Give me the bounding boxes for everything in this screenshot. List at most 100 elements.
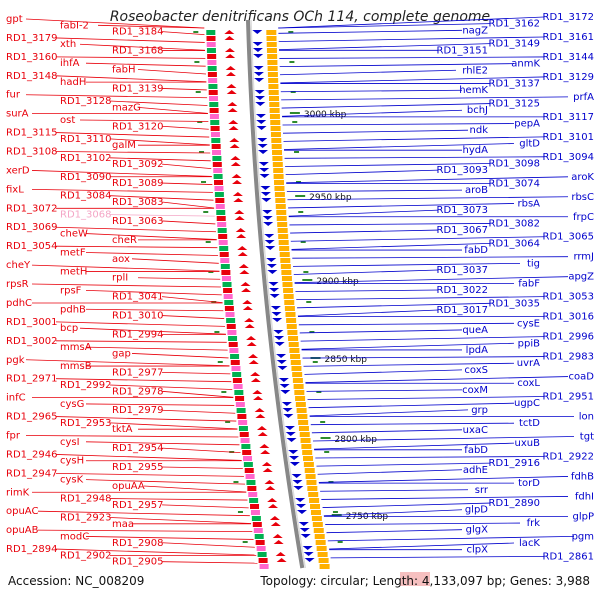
label-connector-left	[109, 138, 210, 146]
reverse-gene-arrow	[300, 534, 311, 538]
gene-label-right: RD1_3101	[543, 132, 594, 143]
forward-gene-arrow	[265, 486, 276, 490]
marker	[197, 121, 203, 123]
feature-block	[289, 348, 300, 353]
gene-label-left: RD1_3090	[60, 172, 111, 183]
forward-gene-arrow	[234, 210, 245, 214]
label-connector-right	[315, 456, 545, 459]
feature-block	[223, 288, 233, 293]
forward-gene-arrow	[234, 216, 245, 220]
label-connector-left	[79, 119, 209, 122]
gene-label-left: gap	[112, 348, 131, 359]
feature-block	[209, 114, 219, 119]
forward-gene-arrow	[248, 360, 259, 364]
gene-label-right: ugpC	[514, 398, 540, 409]
label-connector-right	[285, 169, 439, 176]
reverse-gene-arrow	[281, 402, 292, 406]
reverse-gene-arrow	[257, 138, 268, 142]
feature-block	[226, 318, 236, 323]
gene-label-right: RD1_3161	[543, 32, 594, 43]
feature-block	[269, 114, 280, 119]
scale-tick-label: 2850 kbp	[325, 355, 368, 365]
gene-label-left: fabH	[112, 64, 136, 75]
feature-block	[250, 510, 260, 515]
feature-block	[269, 108, 280, 113]
reverse-gene-arrow	[284, 426, 295, 430]
feature-block	[223, 294, 233, 299]
feature-block	[277, 222, 288, 227]
gene-label-right: RD1_2916	[489, 458, 540, 469]
gene-label-left: RD1_3184	[112, 27, 163, 38]
feature-block	[302, 450, 313, 455]
label-connector-left	[25, 435, 239, 438]
forward-gene-arrow	[275, 552, 286, 556]
label-connector-right	[297, 302, 491, 309]
gene-label-left: RD1_3089	[112, 178, 163, 189]
label-connector-right	[296, 296, 545, 301]
gene-label-left: RD1_2948	[60, 494, 111, 505]
gene-label-right: RD1_3093	[437, 165, 488, 176]
label-connector-right	[303, 362, 515, 367]
forward-gene-arrow	[272, 534, 283, 538]
feature-block	[285, 312, 296, 317]
label-connector-left	[109, 422, 238, 430]
feature-block	[278, 240, 289, 245]
label-connector-left	[131, 353, 229, 359]
gene-label-left: surA	[6, 109, 29, 120]
label-connector-left	[55, 132, 210, 138]
feature-block	[315, 540, 326, 545]
forward-gene-arrow	[237, 252, 248, 256]
forward-gene-arrow	[237, 246, 248, 250]
reverse-gene-arrow	[299, 528, 310, 532]
reverse-gene-arrow	[256, 126, 267, 130]
reverse-gene-arrow	[259, 168, 270, 172]
gene-label-right: lacK	[519, 538, 540, 549]
gene-label-right: aroB	[465, 185, 488, 196]
feature-block	[313, 528, 324, 533]
gene-label-right: apgZ	[568, 272, 594, 283]
label-connector-left	[85, 403, 235, 406]
label-connector-left	[137, 106, 208, 114]
gene-label-right: rrmJ	[573, 252, 594, 263]
gene-label-right: cysE	[517, 318, 540, 329]
feature-block	[284, 306, 295, 311]
gene-label-left: rimK	[6, 487, 30, 498]
gene-label-left: mmsA	[60, 342, 92, 353]
reverse-gene-arrow	[255, 102, 266, 106]
label-connector-right	[285, 163, 491, 167]
forward-gene-arrow	[248, 354, 259, 358]
label-connector-left	[55, 75, 207, 83]
feature-block	[279, 246, 290, 251]
label-connector-right	[286, 189, 463, 193]
label-connector-left	[55, 321, 226, 327]
feature-block	[214, 186, 224, 191]
label-connector-right	[307, 396, 545, 400]
gene-label-right: tig	[527, 258, 540, 269]
feature-block	[209, 102, 219, 107]
marker	[312, 361, 318, 363]
label-connector-left	[161, 447, 241, 454]
marker	[233, 481, 239, 483]
genome-backbone-highlight	[250, 19, 307, 569]
gene-label-right: fabD	[464, 245, 488, 256]
gene-label-right: RD1_3144	[543, 52, 594, 63]
feature-block	[207, 66, 217, 71]
marker	[214, 331, 220, 333]
feature-block	[295, 402, 306, 407]
feature-block	[268, 90, 279, 95]
label-connector-left	[55, 226, 217, 233]
feature-block	[292, 378, 303, 383]
gene-label-right: RD1_3037	[437, 265, 488, 276]
gene-label-left: RD1_3069	[6, 222, 57, 233]
feature-block	[221, 270, 231, 275]
feature-block	[238, 420, 248, 425]
label-connector-right	[288, 209, 439, 217]
gene-label-right: RD1_2890	[489, 498, 540, 509]
gene-label-left: opuAC	[6, 506, 38, 517]
feature-block	[308, 492, 319, 497]
reverse-gene-arrow	[260, 192, 271, 196]
gene-label-left: bcp	[60, 323, 78, 334]
reverse-gene-arrow	[253, 54, 264, 58]
label-connector-right	[305, 376, 569, 383]
